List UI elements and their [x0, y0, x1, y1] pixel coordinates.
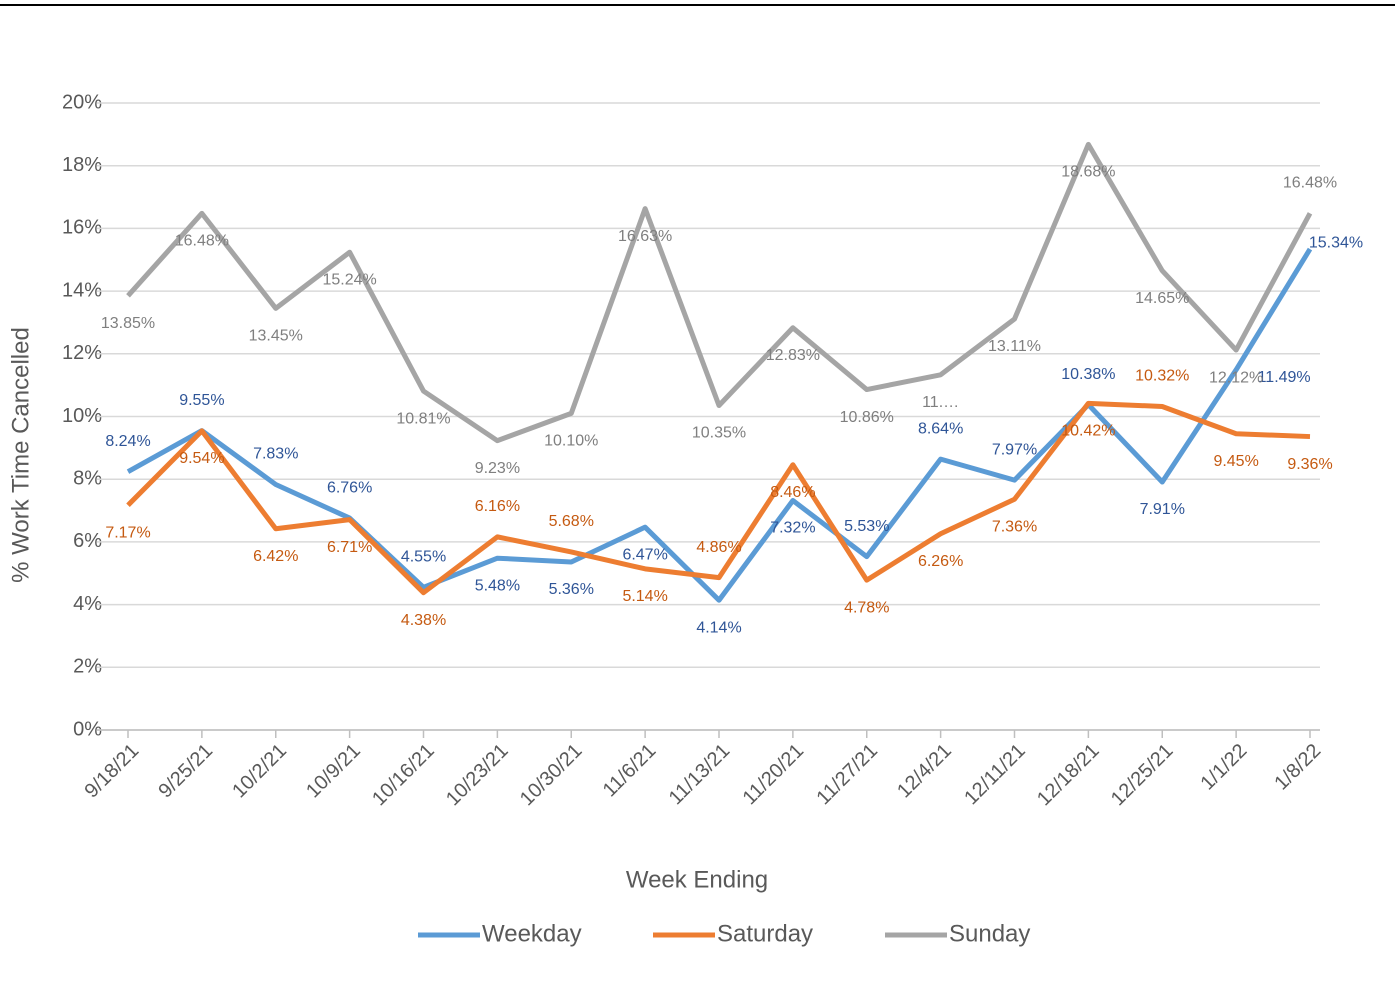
data-label: 16.48%: [175, 233, 229, 250]
data-label: 12.12%: [1209, 369, 1263, 386]
data-label: 9.54%: [179, 450, 224, 467]
data-label: 4.78%: [844, 599, 889, 616]
data-label: 8.46%: [770, 484, 815, 501]
y-tick-label: 20%: [62, 91, 102, 113]
data-label: 8.24%: [105, 433, 150, 450]
x-tick-label: 9/18/21: [81, 740, 144, 803]
y-tick-label: 16%: [62, 217, 102, 239]
x-tick-label: 11/13/21: [665, 740, 735, 810]
x-tick-label: 12/11/21: [960, 740, 1030, 810]
y-tick-label: 4%: [73, 593, 102, 615]
x-tick-label: 10/23/21: [442, 740, 513, 811]
x-tick-label: 10/2/21: [228, 740, 291, 803]
x-tick-label: 12/4/21: [893, 740, 956, 803]
data-label: 5.36%: [549, 581, 594, 598]
data-label: 10.86%: [840, 409, 894, 426]
data-label: 6.76%: [327, 479, 372, 496]
y-tick-label: 18%: [62, 154, 102, 176]
data-label: 8.64%: [918, 420, 963, 437]
data-label: 9.55%: [179, 392, 224, 409]
x-tick-label: 11/20/21: [739, 740, 809, 810]
data-label: 7.32%: [770, 520, 815, 537]
data-label: 10.42%: [1061, 423, 1115, 440]
data-label: 9.36%: [1287, 456, 1332, 473]
y-tick-label: 14%: [62, 279, 102, 301]
y-tick-label: 2%: [73, 656, 102, 678]
data-label: 4.38%: [401, 612, 446, 629]
y-axis-title: % Work Time Cancelled: [7, 327, 34, 583]
data-label: 6.16%: [475, 498, 520, 515]
legend-label: Sunday: [949, 920, 1030, 947]
data-label: 16.63%: [618, 228, 672, 245]
y-tick-label: 0%: [73, 718, 102, 740]
x-tick-label: 11/6/21: [599, 740, 661, 802]
series-line: [126, 400, 1311, 596]
x-tick-label: 12/25/21: [1107, 740, 1178, 811]
data-label: 10.32%: [1135, 368, 1189, 385]
data-label: 10.81%: [396, 410, 450, 427]
data-label: 4.55%: [401, 549, 446, 566]
data-label: 7.97%: [992, 441, 1037, 458]
x-tick-label: 1/1/22: [1197, 740, 1252, 795]
data-label: 7.83%: [253, 446, 298, 463]
y-tick-label: 6%: [73, 530, 102, 552]
data-label: 13.45%: [249, 328, 303, 345]
series-line: [126, 247, 1313, 603]
data-label: 10.10%: [544, 433, 598, 450]
y-tick-label: 10%: [62, 405, 102, 427]
y-tick-label: 8%: [73, 467, 102, 489]
x-axis-title: Week Ending: [626, 866, 768, 893]
data-label: 9.45%: [1213, 453, 1258, 470]
data-label: 12.83%: [766, 347, 820, 364]
series-line: [126, 141, 1313, 444]
data-label: 7.91%: [1140, 501, 1185, 518]
data-label: 6.42%: [253, 548, 298, 565]
y-tick-label: 12%: [62, 342, 102, 364]
data-label: 10.38%: [1061, 366, 1115, 383]
data-label: 10.35%: [692, 425, 746, 442]
data-label: 14.65%: [1135, 290, 1189, 307]
x-tick-label: 12/18/21: [1033, 740, 1104, 811]
data-label: 5.14%: [622, 588, 667, 605]
data-label: 9.23%: [475, 460, 520, 477]
data-label: 6.71%: [327, 539, 372, 556]
legend-label: Weekday: [482, 920, 582, 947]
data-label: 7.17%: [105, 524, 150, 541]
data-label: 15.34%: [1309, 234, 1363, 251]
x-tick-label: 1/8/22: [1270, 740, 1325, 795]
x-tick-label: 9/25/21: [154, 740, 217, 803]
data-label: 4.14%: [696, 619, 741, 636]
data-label: 4.86%: [696, 539, 741, 556]
data-label: 18.68%: [1061, 164, 1115, 181]
x-tick-label: 10/30/21: [516, 740, 587, 811]
data-label: 11.49%: [1258, 369, 1311, 386]
data-label: 13.85%: [101, 315, 155, 332]
data-label: 5.68%: [549, 513, 594, 530]
data-label: 13.11%: [988, 338, 1041, 355]
data-label: 6.26%: [918, 553, 963, 570]
x-tick-label: 11/27/21: [812, 740, 882, 810]
data-label: 7.36%: [992, 518, 1037, 535]
x-tick-label: 10/16/21: [368, 740, 439, 811]
x-tick-label: 10/9/21: [302, 740, 365, 803]
data-label: 16.48%: [1283, 175, 1337, 192]
data-label: 5.48%: [475, 577, 520, 594]
data-label: 6.47%: [622, 546, 667, 563]
data-label: 5.53%: [844, 518, 889, 535]
legend-label: Saturday: [717, 920, 813, 947]
data-label: 11.…: [922, 394, 959, 411]
data-label: 15.24%: [322, 271, 376, 288]
